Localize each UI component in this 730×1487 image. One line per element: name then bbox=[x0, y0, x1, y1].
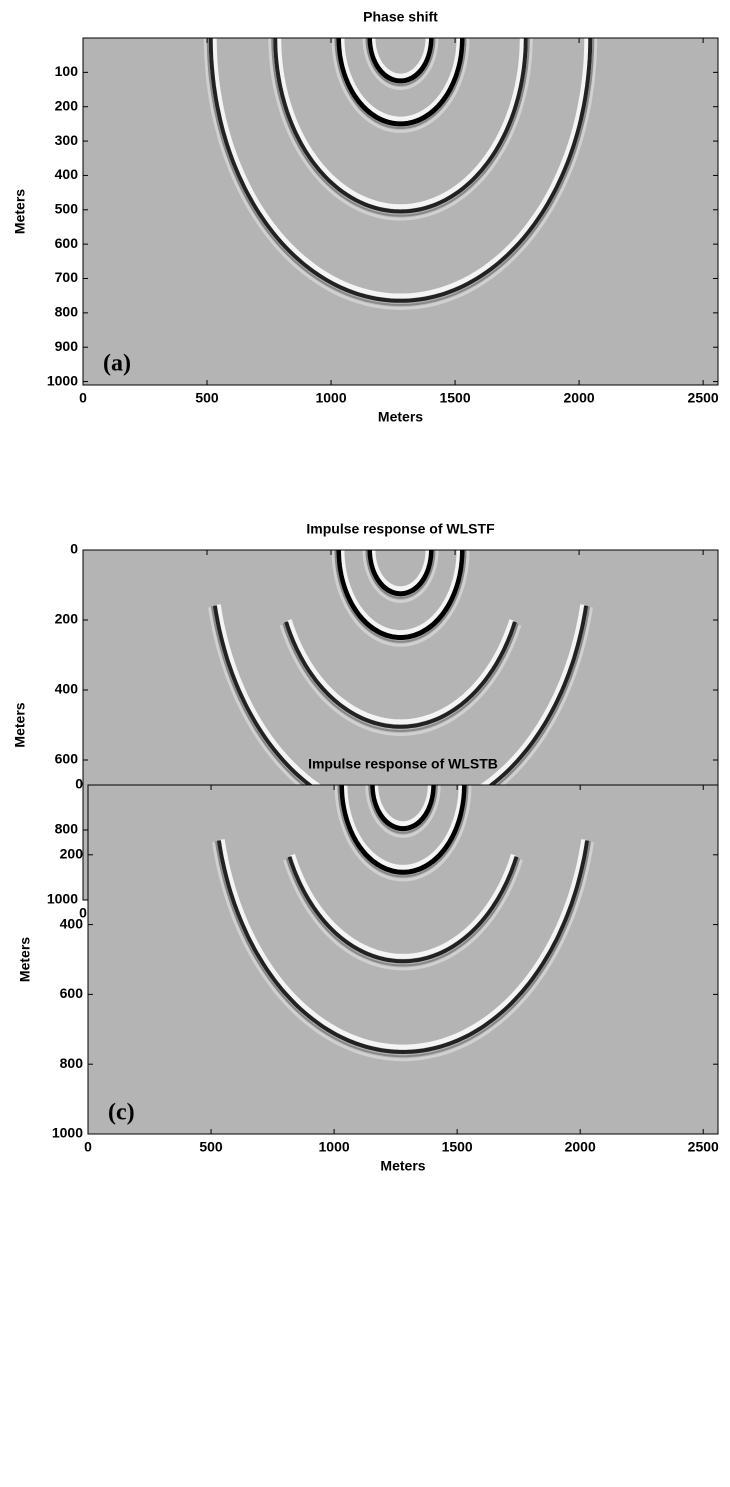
y-axis-label: Meters bbox=[12, 702, 28, 747]
wave-dark bbox=[367, 550, 434, 597]
wave-gray bbox=[365, 38, 436, 87]
y-tick-label: 800 bbox=[55, 304, 79, 320]
wave-white bbox=[286, 619, 515, 725]
wave-dark bbox=[367, 38, 434, 84]
y-tick-label: 600 bbox=[55, 235, 79, 251]
y-tick-label: 400 bbox=[55, 681, 79, 697]
y-tick-label: 1000 bbox=[52, 1125, 83, 1141]
wave-halo bbox=[203, 38, 598, 310]
x-tick-label: 2500 bbox=[688, 390, 719, 406]
wave-white bbox=[276, 38, 525, 210]
wave-white bbox=[211, 38, 590, 299]
wave-gray bbox=[285, 858, 521, 967]
x-tick-label: 1500 bbox=[439, 390, 470, 406]
y-tick-label: 0 bbox=[70, 541, 78, 557]
wave-dark bbox=[287, 856, 519, 964]
wave-halo bbox=[365, 785, 441, 838]
wave-gray bbox=[206, 38, 595, 306]
wave-halo bbox=[268, 38, 533, 221]
y-tick-label: 900 bbox=[55, 338, 79, 354]
wave-halo bbox=[283, 859, 523, 971]
x-tick-label: 0 bbox=[79, 390, 87, 406]
wave-white bbox=[219, 839, 587, 1050]
wave-white bbox=[370, 550, 431, 592]
wave-halo bbox=[362, 38, 439, 90]
y-tick-label: 200 bbox=[55, 611, 79, 627]
y-tick-label: 0 bbox=[75, 776, 83, 792]
wave-white bbox=[339, 38, 462, 122]
wave-halo bbox=[212, 841, 594, 1062]
x-axis-label: Meters bbox=[380, 1158, 425, 1174]
y-tick-label: 400 bbox=[60, 915, 84, 931]
wave-halo bbox=[331, 38, 470, 133]
y-tick-label: 700 bbox=[55, 269, 79, 285]
y-tick-label: 400 bbox=[55, 166, 79, 182]
wave-white bbox=[342, 785, 464, 870]
wave-gray bbox=[334, 38, 467, 129]
wave-gray bbox=[337, 785, 469, 878]
y-tick-label: 200 bbox=[55, 97, 79, 113]
wave-dark bbox=[273, 38, 528, 214]
x-tick-label: 0 bbox=[84, 1139, 92, 1155]
wave-white bbox=[339, 550, 462, 636]
x-tick-label: 500 bbox=[195, 390, 219, 406]
x-tick-label: 500 bbox=[199, 1139, 223, 1155]
y-axis-label: Meters bbox=[17, 937, 33, 982]
wave-white bbox=[373, 785, 433, 827]
x-tick-label: 2000 bbox=[565, 1139, 596, 1155]
y-axis-label: Meters bbox=[12, 189, 28, 234]
plot-frame bbox=[87, 784, 719, 1135]
wave-white bbox=[370, 38, 431, 79]
y-tick-label: 800 bbox=[55, 821, 79, 837]
y-tick-label: 1000 bbox=[47, 372, 78, 388]
y-tick-label: 100 bbox=[55, 63, 79, 79]
x-axis-label: Meters bbox=[378, 409, 423, 425]
x-tick-label: 0 bbox=[79, 905, 87, 921]
panel-label: (c) bbox=[108, 1100, 135, 1126]
wave-dark bbox=[369, 785, 437, 832]
wave-halo bbox=[279, 624, 522, 737]
wave-gray bbox=[334, 550, 467, 643]
x-tick-label: 1000 bbox=[319, 1139, 350, 1155]
wave-gray bbox=[271, 38, 530, 217]
wavefronts bbox=[212, 785, 594, 1062]
panel-title: Phase shift bbox=[363, 9, 438, 25]
y-tick-label: 1000 bbox=[47, 891, 78, 907]
wave-halo bbox=[362, 550, 439, 604]
wave-gray bbox=[368, 785, 438, 834]
x-tick-label: 2500 bbox=[688, 1139, 719, 1155]
wave-dark bbox=[208, 38, 593, 303]
y-tick-label: 200 bbox=[60, 846, 84, 862]
wave-white bbox=[290, 853, 516, 959]
plot-frame bbox=[82, 37, 719, 386]
wave-gray bbox=[365, 550, 436, 600]
panel-label: (a) bbox=[103, 351, 131, 377]
y-tick-label: 600 bbox=[60, 985, 84, 1001]
wave-dark bbox=[216, 840, 590, 1055]
wave-dark bbox=[336, 550, 465, 640]
y-tick-label: 300 bbox=[55, 132, 79, 148]
y-tick-label: 500 bbox=[55, 200, 79, 216]
wavefronts bbox=[203, 38, 598, 310]
panel-title: Impulse response of WLSTB bbox=[308, 756, 498, 772]
x-tick-label: 1000 bbox=[315, 390, 346, 406]
wave-dark bbox=[284, 621, 517, 729]
wave-halo bbox=[334, 785, 472, 882]
wave-gray bbox=[215, 841, 591, 1058]
wave-dark bbox=[336, 38, 465, 127]
panel-title: Impulse response of WLSTF bbox=[306, 521, 495, 537]
y-tick-label: 800 bbox=[60, 1055, 84, 1071]
wave-halo bbox=[331, 550, 470, 647]
x-tick-label: 1500 bbox=[442, 1139, 473, 1155]
wave-dark bbox=[339, 785, 467, 875]
x-tick-label: 2000 bbox=[564, 390, 595, 406]
wave-gray bbox=[282, 623, 519, 733]
y-tick-label: 600 bbox=[55, 751, 79, 767]
